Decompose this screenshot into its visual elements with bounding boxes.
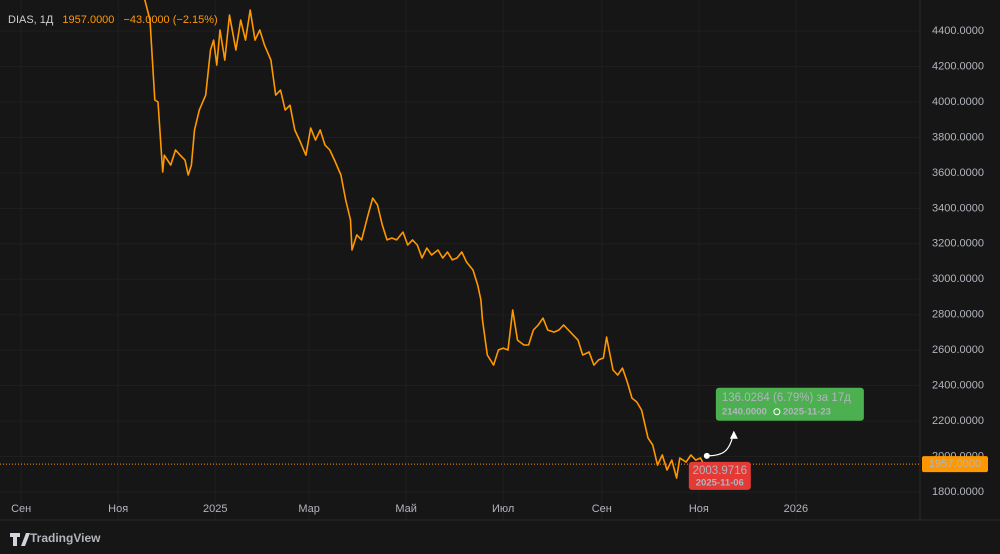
x-tick-label: Ноя	[689, 503, 709, 515]
brand-logo	[10, 533, 30, 546]
y-tick-label: 3400.0000	[932, 202, 984, 214]
y-tick-label: 3600.0000	[932, 167, 984, 179]
brand-text: TradingView	[30, 531, 101, 545]
measure-to-date: 2025-11-23	[783, 406, 831, 417]
plot	[0, 0, 920, 479]
last-price-label: 1957.0000	[929, 458, 981, 470]
y-tick-label: 1800.0000	[932, 486, 984, 498]
y-tick-label: 4400.0000	[932, 25, 984, 37]
legend: DIAS, 1Д 1957.0000 −43.0000 (−2.15%)	[8, 14, 218, 26]
y-tick-label: 2400.0000	[932, 380, 984, 392]
legend-symbol: DIAS, 1Д	[8, 14, 54, 26]
x-tick-label: Мар	[298, 503, 320, 515]
x-tick-label: Май	[395, 503, 417, 515]
y-tick-label: 3200.0000	[932, 238, 984, 250]
measure-to-price: 2140.0000	[722, 406, 767, 417]
measure-start	[703, 452, 710, 459]
x-tick-label: Сен	[11, 503, 31, 515]
y-tick-label: 4200.0000	[932, 60, 984, 72]
measure-end	[729, 430, 738, 439]
x-tick-label: 2026	[784, 503, 808, 515]
x-tick-label: Ноя	[108, 503, 128, 515]
y-tick-label: 3000.0000	[932, 273, 984, 285]
y-tick-label: 3800.0000	[932, 131, 984, 143]
y-tick-label: 2600.0000	[932, 344, 984, 356]
brand: TradingView	[10, 531, 101, 546]
legend-price: 1957.0000	[62, 14, 114, 26]
legend-change: −43.0000 (−2.15%)	[123, 14, 217, 26]
measure-from-date: 2025-11-06	[696, 477, 744, 488]
measure-change: 136.0284 (6.79%) за 17д	[722, 392, 851, 404]
measure-box	[715, 387, 864, 421]
price-line	[144, 0, 705, 479]
y-tick-label: 2800.0000	[932, 309, 984, 321]
x-tick-label: Сен	[592, 503, 612, 515]
measure-start-box	[688, 461, 751, 490]
grid	[0, 0, 920, 520]
x-tick-label: Июл	[492, 503, 514, 515]
clock-icon	[773, 408, 781, 416]
measure-from-price: 2003.9716	[693, 465, 747, 477]
y-tick-label: 2200.0000	[932, 415, 984, 427]
last-price-box	[922, 456, 988, 473]
x-tick-label: 2025	[203, 503, 227, 515]
y-tick-label: 4000.0000	[932, 96, 984, 108]
